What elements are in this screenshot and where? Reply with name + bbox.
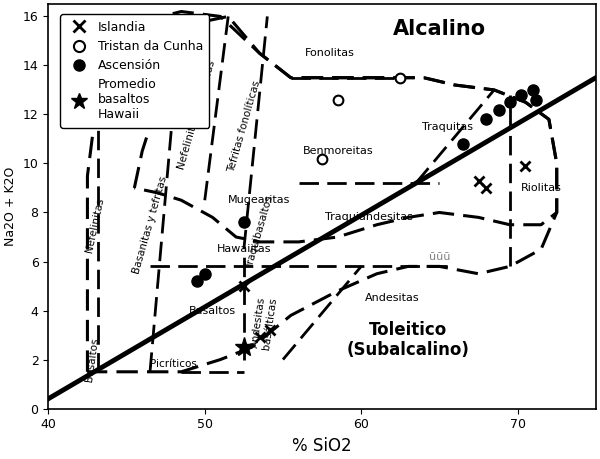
Text: Toleitico
(Subalcalino): Toleitico (Subalcalino) xyxy=(347,320,470,359)
X-axis label: % SiO2: % SiO2 xyxy=(292,437,352,455)
Text: Alcalino: Alcalino xyxy=(393,19,486,39)
Text: Basaltos: Basaltos xyxy=(189,306,236,315)
Legend: Islandia, Tristan da Cunha, Ascensión, Promedio
basaltos
Hawaii: Islandia, Tristan da Cunha, Ascensión, P… xyxy=(60,15,209,128)
Text: Fonolitas: Fonolitas xyxy=(305,48,355,58)
Text: Tefritas fonolíticas: Tefritas fonolíticas xyxy=(226,79,262,174)
Y-axis label: Na2O + K2O: Na2O + K2O xyxy=(4,167,17,246)
Text: Hawaiitas: Hawaiitas xyxy=(217,244,271,254)
Text: Basaltos: Basaltos xyxy=(84,337,100,382)
Text: Andesitas: Andesitas xyxy=(365,293,420,303)
Text: Mugearitas: Mugearitas xyxy=(229,195,290,205)
Text: Nefelinitas: Nefelinitas xyxy=(85,196,106,253)
Text: Traquibasaltos: Traquibasaltos xyxy=(244,194,275,270)
Text: Traquitas: Traquitas xyxy=(422,122,473,132)
Text: Andesitas
basálticas: Andesitas basálticas xyxy=(250,295,278,350)
Text: Benmoreitas: Benmoreitas xyxy=(302,146,373,156)
Text: Nefelinitas fonolíticas: Nefelinitas fonolíticas xyxy=(176,59,217,170)
Text: Traquiandesitas: Traquiandesitas xyxy=(325,213,413,223)
Text: Basanitas y tefritas: Basanitas y tefritas xyxy=(131,175,169,275)
Text: Riolitas: Riolitas xyxy=(521,183,562,193)
Text: Picríticos: Picríticos xyxy=(150,359,197,369)
Text: ūūū: ūūū xyxy=(429,252,450,262)
